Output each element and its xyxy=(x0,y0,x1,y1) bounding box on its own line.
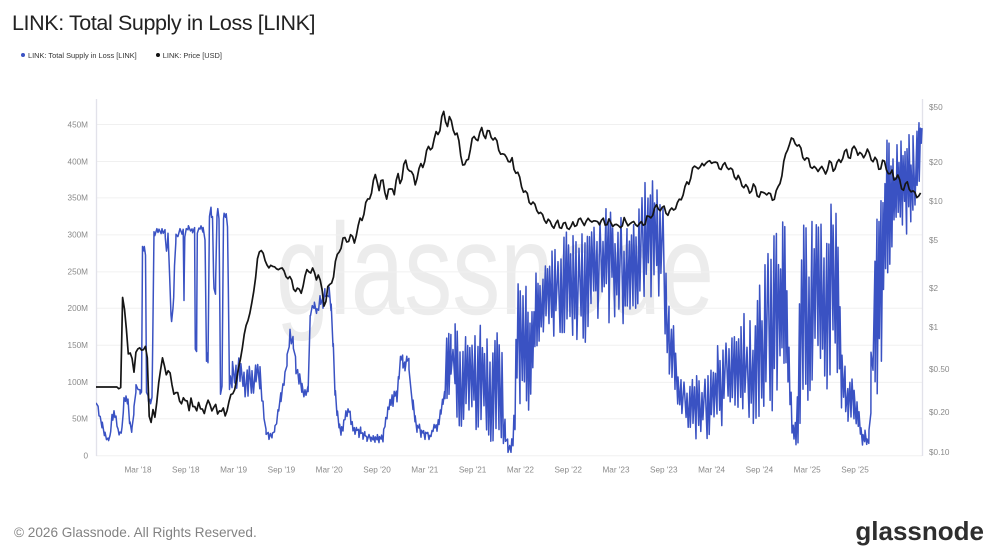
svg-text:300M: 300M xyxy=(68,231,89,240)
svg-text:100M: 100M xyxy=(68,378,89,387)
svg-text:Sep '23: Sep '23 xyxy=(650,466,678,475)
svg-text:Mar '24: Mar '24 xyxy=(698,466,725,475)
svg-text:$10: $10 xyxy=(929,197,943,206)
svg-text:Sep '19: Sep '19 xyxy=(268,466,296,475)
svg-text:50M: 50M xyxy=(72,415,88,424)
svg-text:250M: 250M xyxy=(68,268,89,277)
svg-text:Mar '19: Mar '19 xyxy=(220,466,247,475)
svg-text:450M: 450M xyxy=(68,120,89,129)
svg-text:Mar '20: Mar '20 xyxy=(316,466,343,475)
svg-text:400M: 400M xyxy=(68,157,89,166)
svg-text:200M: 200M xyxy=(68,304,89,313)
svg-text:$0.20: $0.20 xyxy=(929,408,950,417)
svg-text:$1: $1 xyxy=(929,323,939,332)
svg-text:350M: 350M xyxy=(68,194,89,203)
svg-text:$5: $5 xyxy=(929,236,939,245)
svg-text:Mar '25: Mar '25 xyxy=(794,466,821,475)
svg-text:Mar '23: Mar '23 xyxy=(602,466,629,475)
svg-text:Sep '22: Sep '22 xyxy=(554,466,582,475)
svg-text:Mar '18: Mar '18 xyxy=(124,466,151,475)
svg-text:Sep '24: Sep '24 xyxy=(746,466,774,475)
svg-text:Sep '18: Sep '18 xyxy=(172,466,200,475)
svg-text:Sep '25: Sep '25 xyxy=(841,466,869,475)
svg-text:$0.10: $0.10 xyxy=(929,448,950,457)
svg-text:0: 0 xyxy=(83,452,88,461)
svg-text:$50: $50 xyxy=(929,103,943,112)
svg-text:$0.50: $0.50 xyxy=(929,365,950,374)
svg-text:150M: 150M xyxy=(68,341,89,350)
svg-text:$2: $2 xyxy=(929,284,939,293)
svg-text:$20: $20 xyxy=(929,158,943,167)
svg-text:Sep '21: Sep '21 xyxy=(459,466,487,475)
svg-text:Sep '20: Sep '20 xyxy=(363,466,391,475)
svg-text:Mar '21: Mar '21 xyxy=(411,466,438,475)
svg-text:Mar '22: Mar '22 xyxy=(507,466,534,475)
